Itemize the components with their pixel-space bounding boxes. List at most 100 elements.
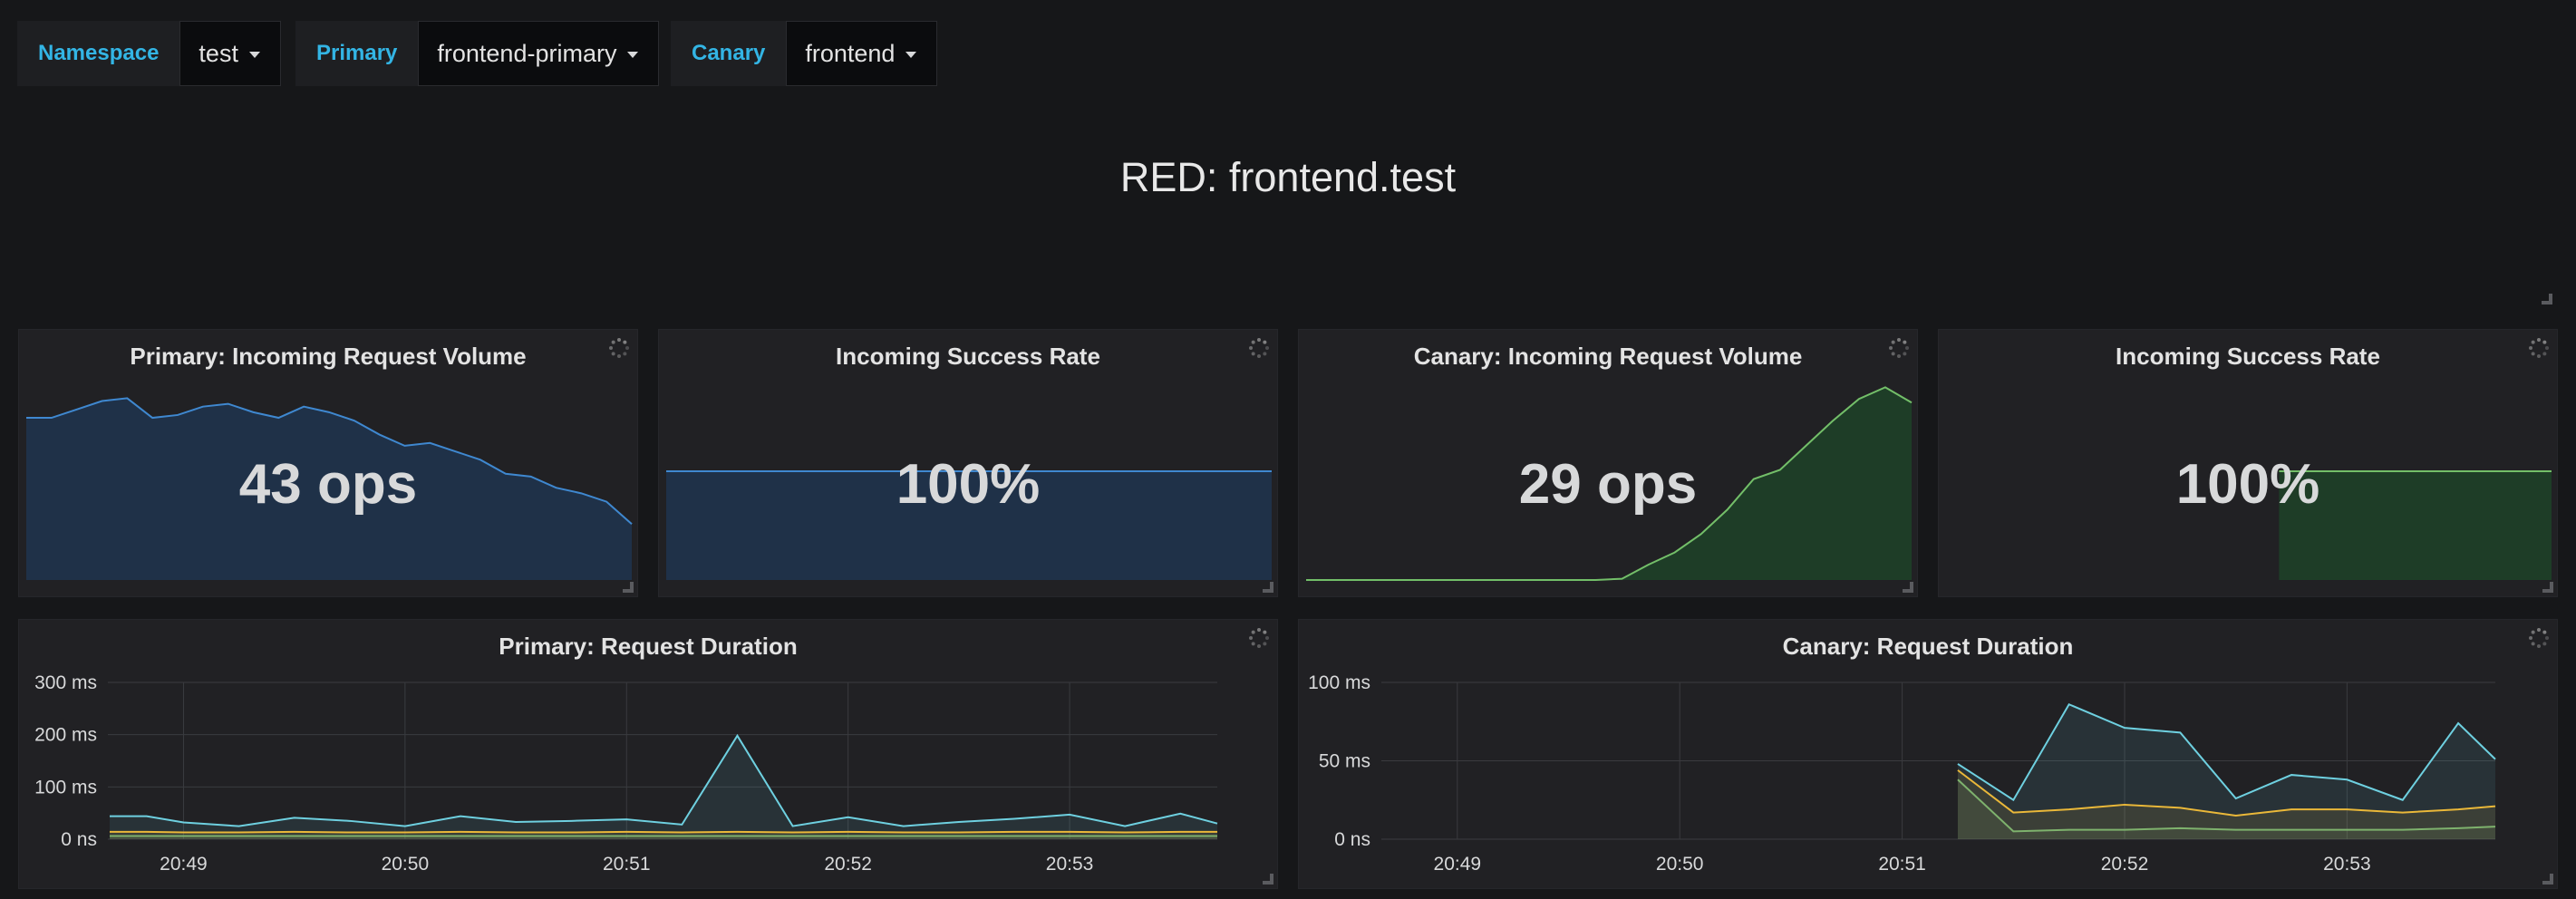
spinner-dot	[1251, 642, 1255, 646]
spinner-dot	[1249, 346, 1253, 350]
x-tick-label: 20:51	[603, 854, 651, 875]
loading-spinner-icon	[1249, 338, 1269, 358]
panel-title: Incoming Success Rate	[836, 343, 1100, 370]
spinner-dot	[1263, 352, 1267, 356]
canary-variable: Canary frontend	[671, 21, 938, 86]
panel-canary-request-duration[interactable]: 100 ms 50 ms 0 ns 20:49 20:50 20:51 20:52 20:53…	[1298, 619, 2558, 889]
spinner-dot	[623, 352, 627, 356]
x-tick-label: 20:53	[1046, 854, 1094, 875]
sparkline	[666, 470, 1272, 580]
spinner-dot	[1265, 636, 1269, 640]
spinner-dot	[1897, 354, 1901, 358]
panel-title: Primary: Incoming Request Volume	[130, 343, 527, 370]
primary-variable: Primary frontend-primary	[295, 21, 660, 86]
panel-primary-request-volume[interactable]: Primary: Incoming Request Volume 43 ops	[18, 329, 638, 597]
spinner-dot	[611, 340, 615, 344]
sparkline-area	[2279, 471, 2552, 580]
loading-spinner-icon	[2529, 628, 2549, 648]
y-tick-label: 0 ns	[1334, 829, 1370, 850]
series-line	[1957, 769, 2496, 817]
spinner-dot	[1891, 340, 1895, 344]
spinner-dot	[1251, 352, 1255, 356]
sparkline-line	[1306, 386, 1913, 581]
panel-title: Canary: Incoming Request Volume	[1413, 343, 1803, 370]
spinner-dot	[2542, 642, 2547, 646]
panel-canary-success-rate[interactable]: Incoming Success Rate 100%	[1938, 329, 2558, 597]
series-line	[1957, 702, 2496, 802]
spinner-dot	[1263, 630, 1267, 634]
duration-graph: 300 ms 200 ms 100 ms 0 ns 20:49 20:50 20:51 20:…	[34, 672, 1218, 875]
namespace-label: Namespace	[17, 21, 180, 86]
canary-dropdown[interactable]: frontend	[786, 21, 938, 86]
caret-down-icon	[248, 51, 260, 58]
panel-title: Canary: Request Duration	[1782, 633, 2074, 660]
series-area	[110, 735, 1217, 839]
resize-handle-icon[interactable]	[1263, 582, 1273, 593]
y-tick-label: 200 ms	[34, 725, 97, 746]
spinner-dot	[1257, 644, 1261, 648]
primary-dropdown[interactable]: frontend-primary	[418, 21, 660, 86]
series-line	[1957, 778, 2496, 833]
panel-primary-success-rate[interactable]: Incoming Success Rate 100%	[658, 329, 1278, 597]
x-tick-label: 20:50	[382, 854, 430, 875]
spinner-dot	[2537, 338, 2541, 342]
namespace-dropdown[interactable]: test	[179, 21, 281, 86]
panel-primary-request-duration[interactable]: 300 ms 200 ms 100 ms 0 ns 20:49 20:50 20:51 20:…	[18, 619, 1278, 889]
spinner-dot	[1249, 636, 1253, 640]
namespace-value: test	[199, 39, 238, 67]
series-area	[1957, 779, 2495, 839]
panel-title: Incoming Success Rate	[2116, 343, 2380, 370]
sparkline	[1306, 386, 1913, 581]
x-tick-label: 20:49	[160, 854, 208, 875]
spinner-dot	[1889, 346, 1893, 350]
spinner-dot	[617, 338, 621, 342]
spinner-dot	[2531, 352, 2535, 356]
spinner-dot	[1265, 346, 1269, 350]
sparkline-area	[1306, 387, 1912, 580]
spinner-dot	[2545, 636, 2549, 640]
spinner-dot	[2542, 340, 2547, 344]
x-tick-label: 20:50	[1656, 854, 1704, 875]
dashboard-title: RED: frontend.test	[1119, 154, 1457, 200]
spinner-dot	[1257, 354, 1261, 358]
resize-handle-icon[interactable]	[2542, 582, 2553, 593]
namespace-variable: Namespace test	[17, 21, 281, 86]
y-tick-label: 100 ms	[1308, 672, 1370, 693]
canary-value: frontend	[805, 39, 896, 67]
spinner-dot	[2537, 354, 2541, 358]
caret-down-icon	[627, 51, 639, 58]
spinner-dot	[1263, 340, 1267, 344]
resize-handle-icon[interactable]	[2542, 874, 2553, 884]
spinner-dot	[623, 340, 627, 344]
spinner-dot	[611, 352, 615, 356]
resize-handle-icon[interactable]	[623, 582, 634, 593]
resize-handle-icon[interactable]	[1903, 582, 1913, 593]
spinner-dot	[1891, 352, 1895, 356]
x-tick-label: 20:53	[2323, 854, 2371, 875]
series-line	[110, 830, 1217, 834]
panel-title: Primary: Request Duration	[499, 633, 798, 660]
spinner-dot	[2529, 636, 2532, 640]
resize-handle-icon[interactable]	[1263, 874, 1273, 884]
spinner-dot	[1903, 340, 1907, 344]
spinner-dot	[1251, 340, 1255, 344]
sparkline-area	[666, 471, 1272, 580]
y-tick-label: 300 ms	[34, 672, 97, 693]
spinner-dot	[1257, 338, 1261, 342]
spinner-dot	[609, 346, 613, 350]
duration-graph: 100 ms 50 ms 0 ns 20:49 20:50 20:51 20:52 20:53	[1308, 672, 2496, 875]
primary-value: frontend-primary	[437, 39, 617, 67]
sparkline-area	[26, 398, 632, 580]
spinner-dot	[1251, 630, 1255, 634]
spinner-dot	[2531, 630, 2535, 634]
loading-spinner-icon	[1249, 628, 1269, 648]
spinner-dot	[2545, 346, 2549, 350]
loading-spinner-icon	[609, 338, 629, 358]
spinner-dot	[1903, 352, 1907, 356]
x-tick-label: 20:52	[824, 854, 872, 875]
resize-handle-icon[interactable]	[2542, 294, 2552, 304]
panel-canary-request-volume[interactable]: Canary: Incoming Request Volume 29 ops	[1298, 329, 1918, 597]
series-line	[110, 733, 1218, 827]
x-tick-label: 20:51	[1878, 854, 1926, 875]
y-tick-label: 50 ms	[1319, 751, 1370, 772]
